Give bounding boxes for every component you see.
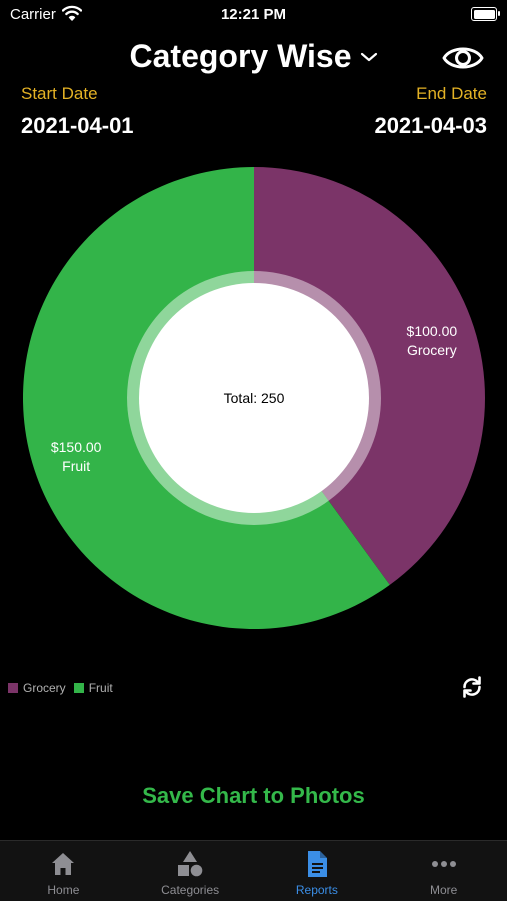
- pie-slice-grocery[interactable]: [254, 167, 485, 585]
- legend-item-grocery: Grocery: [8, 681, 66, 695]
- legend-label: Grocery: [23, 681, 66, 695]
- category-dropdown[interactable]: Category Wise: [130, 38, 378, 75]
- save-chart-button[interactable]: Save Chart to Photos: [142, 783, 365, 808]
- eye-icon[interactable]: [441, 40, 485, 76]
- house-icon: [52, 853, 75, 875]
- tab-categories-label: Categories: [161, 883, 220, 897]
- tab-reports-label: Reports: [295, 883, 338, 897]
- tab-home[interactable]: Home: [0, 841, 127, 901]
- legend-swatch: [8, 683, 18, 693]
- clock: 12:21 PM: [220, 6, 287, 23]
- tab-more-label: More: [429, 883, 458, 897]
- shapes-icon: [178, 851, 203, 877]
- header: Category Wise: [0, 38, 507, 75]
- slice-name-label-fruit: Fruit: [62, 458, 90, 474]
- battery-icon: [471, 7, 500, 21]
- refresh-icon[interactable]: [458, 673, 486, 701]
- slice-value-label-fruit: $150.00: [51, 439, 102, 455]
- legend-label: Fruit: [88, 681, 113, 695]
- end-date-value[interactable]: 2021-04-03: [374, 113, 487, 138]
- tab-home-label: Home: [47, 883, 80, 897]
- tab-categories[interactable]: Categories: [127, 841, 254, 901]
- end-date-label: End Date: [416, 84, 487, 103]
- tab-more[interactable]: More: [380, 841, 507, 901]
- carrier-label: Carrier: [10, 6, 56, 23]
- ellipsis-icon: [431, 861, 456, 867]
- slice-name-label-grocery: Grocery: [407, 342, 457, 358]
- chart-legend: Grocery Fruit: [8, 681, 113, 695]
- start-date-label: Start Date: [21, 84, 98, 103]
- legend-item-fruit: Fruit: [73, 681, 113, 695]
- chevron-down-icon: [360, 52, 377, 61]
- chart-center-label: Total: 250: [224, 390, 285, 406]
- start-date-value[interactable]: 2021-04-01: [21, 113, 134, 138]
- legend-swatch: [73, 683, 84, 693]
- wifi-icon: [61, 5, 83, 26]
- page-title: Category Wise: [129, 38, 352, 74]
- tab-reports[interactable]: Reports: [254, 841, 381, 901]
- slice-value-label-grocery: $100.00: [407, 323, 458, 339]
- status-bar: Carrier 12:21 PM: [0, 0, 507, 30]
- tab-bar: Home Categories Reports More: [0, 840, 507, 901]
- document-icon: [307, 851, 327, 877]
- donut-hole: [139, 283, 369, 513]
